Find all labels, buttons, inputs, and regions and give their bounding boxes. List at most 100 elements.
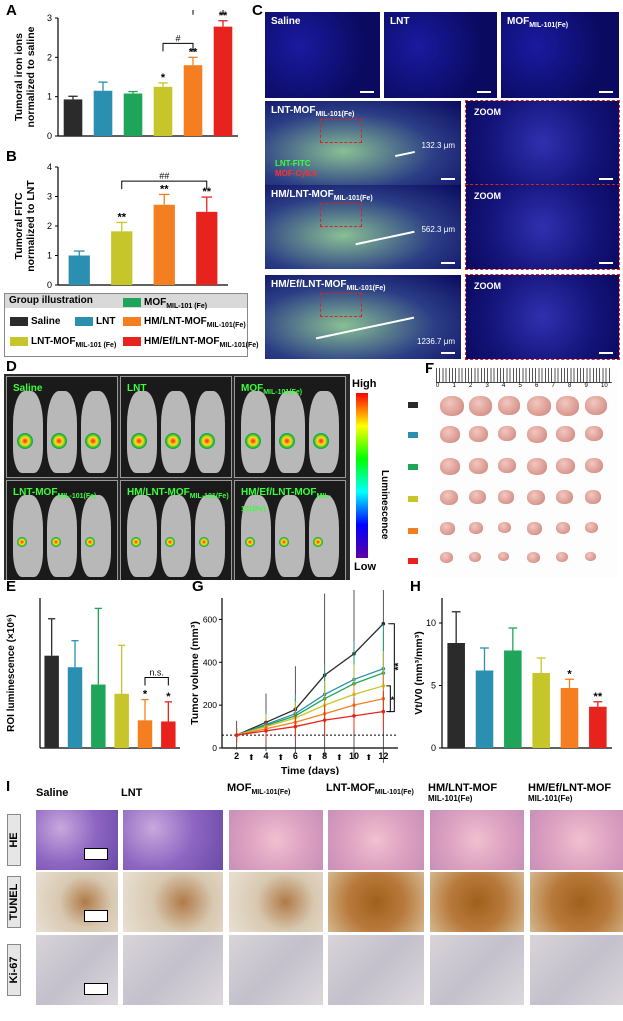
histology-image <box>530 935 623 1005</box>
histology-image <box>430 810 524 870</box>
mouse-image-cell: MOFMIL-101(Fe) <box>234 376 346 478</box>
mouse-silhouette <box>81 391 111 473</box>
dosing-arrow-icon: ⬆ <box>248 753 255 762</box>
significance-bracket <box>144 677 169 686</box>
bar <box>63 99 83 136</box>
legend-label: LNT-MOF <box>31 336 76 347</box>
luminescence-signal <box>165 537 175 547</box>
micrograph-large: LNT-MOFMIL-101(Fe) 132.3 μm LNT-FITC MOF-Cy… <box>265 101 461 185</box>
excised-tumor <box>440 552 453 564</box>
y-axis-label: Tumoral FITC <box>13 192 25 259</box>
panel-label-e: E <box>6 578 17 595</box>
excised-tumor <box>527 552 540 564</box>
chart-e: * * n.s. ROI luminescence (×10⁶) <box>6 598 180 749</box>
significance-star: ** <box>160 183 169 195</box>
mouse-silhouette <box>275 391 305 473</box>
mouse-silhouette <box>309 391 339 473</box>
excised-tumor <box>498 490 514 504</box>
histology-column-label: LNT-MOFMIL-101(Fe) <box>326 782 414 797</box>
y-tick-label: 2 <box>47 221 52 231</box>
ruler-tick-label: 0 <box>436 383 440 389</box>
group-swatch <box>408 558 418 564</box>
luminescence-signal <box>279 537 289 547</box>
mouse-silhouette <box>81 495 111 577</box>
mouse-silhouette <box>127 391 157 473</box>
bar <box>44 655 59 748</box>
legend-label: Saline <box>31 316 61 327</box>
luminescence-colorbar <box>356 393 368 558</box>
legend-item: HM/Ef/LNT-MOFMIL-101(Fe) <box>123 336 258 349</box>
excised-tumor <box>440 522 455 535</box>
series-line <box>236 623 384 736</box>
legend-swatch <box>10 316 28 326</box>
colorbar-low-label: Low <box>354 561 376 573</box>
histology-row-label: Ki-67 <box>7 944 21 996</box>
luminescence-signal <box>279 433 295 449</box>
zoom-region <box>320 293 362 317</box>
bracket-label: n.s. <box>149 668 164 678</box>
histology-image <box>328 935 424 1005</box>
tumor-photo: 0 1 2 3 4 5 6 7 8 9 10 <box>408 366 618 578</box>
y-axis-label: normalized to LNT <box>25 180 37 272</box>
data-point <box>264 729 268 733</box>
group-label: Saline <box>13 383 43 394</box>
luminescence-signal <box>85 537 95 547</box>
mouse-silhouette <box>161 495 191 577</box>
legend-sublabel: MIL-101(Fe) <box>219 342 259 349</box>
panel-label-g: G <box>192 578 204 595</box>
legend-label: HM/Ef/LNT-MOF <box>144 336 220 347</box>
zoom-region <box>320 119 362 143</box>
y-tick-label: 4 <box>47 162 52 172</box>
bar <box>93 90 113 136</box>
bar <box>153 204 175 285</box>
histology-column-label: HM/LNT-MOF MIL-101(Fe) <box>428 782 498 803</box>
significance-star: ** <box>594 691 603 703</box>
y-axis-label: Tumor volume (mm³) <box>189 621 201 725</box>
micrograph-label: MOFMIL-101(Fe) <box>507 16 569 29</box>
legend-item: Saline <box>10 316 60 327</box>
data-point <box>293 724 298 729</box>
scale-bar <box>84 983 108 995</box>
luminescence-signal <box>85 433 101 449</box>
panel-label-f: F <box>425 360 435 377</box>
group-swatch <box>408 432 418 438</box>
panel-label-b: B <box>6 148 17 165</box>
y-tick-label: 1 <box>47 92 52 102</box>
ruler-tick-label: 2 <box>469 383 473 389</box>
ruler-tick-label: 5 <box>518 383 522 389</box>
excised-tumor <box>585 552 596 562</box>
y-axis-label: Vt/V0 (mm³/mm³) <box>413 631 425 714</box>
significance-star: * <box>143 689 148 701</box>
excised-tumor <box>440 396 464 417</box>
zoom-region <box>320 203 362 227</box>
excised-tumor <box>527 490 545 506</box>
panel-label-d: D <box>6 358 17 375</box>
y-tick-label: 600 <box>203 614 217 624</box>
bar <box>447 643 465 748</box>
histology-row-label: TUNEL <box>7 876 21 928</box>
histology-image <box>430 872 524 932</box>
excised-tumor <box>527 522 542 535</box>
excised-tumor <box>469 552 481 563</box>
bar <box>183 65 203 136</box>
distance-arrow-icon <box>395 150 415 158</box>
bar <box>213 26 233 136</box>
excised-tumor <box>585 522 598 534</box>
y-axis-label: normalized to saline <box>25 26 37 127</box>
bar <box>111 231 133 285</box>
excised-tumor <box>469 458 488 475</box>
excised-tumor <box>556 458 575 475</box>
bar <box>67 667 83 748</box>
legend-swatch <box>123 297 141 307</box>
bar <box>504 650 522 748</box>
bar <box>153 86 173 136</box>
data-point <box>352 714 356 718</box>
significance-star: ** <box>393 663 404 671</box>
bracket-label: # <box>175 33 180 43</box>
x-tick-label: 6 <box>293 751 298 761</box>
distance-arrow-icon <box>355 230 415 246</box>
histology-image <box>36 935 118 1005</box>
bar <box>123 93 143 136</box>
